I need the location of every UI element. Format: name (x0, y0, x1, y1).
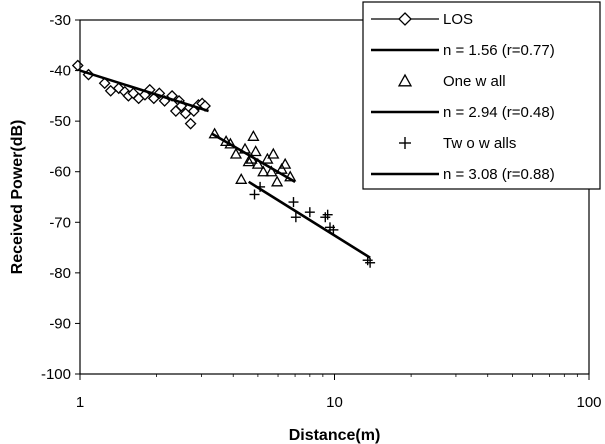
data-point-triangle (242, 155, 255, 167)
legend-entry: n = 1.56 (r=0.77) (371, 42, 555, 59)
legend-label: n = 1.56 (r=0.77) (443, 42, 555, 59)
data-point-diamond (98, 77, 111, 90)
legend-box (362, 1, 601, 190)
x-axis-title: Distance(m) (289, 427, 381, 444)
data-point-plus (249, 189, 260, 200)
legend-marker (398, 12, 412, 26)
fit-line (211, 132, 296, 183)
x-tick-label: 1 (76, 394, 84, 411)
data-point-triangle (267, 147, 280, 159)
fit-line (247, 180, 371, 259)
legend-entry: n = 2.94 (r=0.48) (371, 104, 555, 121)
data-point-triangle (271, 175, 284, 187)
y-tick-label: -40 (49, 63, 71, 80)
x-tick-label: 10 (326, 394, 343, 411)
legend-label: LOS (443, 11, 473, 28)
data-point-triangle (235, 172, 248, 184)
data-point-plus (322, 209, 333, 220)
legend-label: n = 3.08 (r=0.88) (443, 166, 555, 183)
data-point-plus (290, 212, 301, 223)
legend: LOS n = 1.56 (r=0.77) One w all n = 2.94 (r… (362, 1, 601, 190)
legend-entry: n = 3.08 (r=0.88) (371, 166, 555, 183)
legend-label: Tw o w alls (443, 135, 516, 152)
y-tick-label: -30 (49, 12, 71, 29)
data-point-plus (320, 212, 331, 223)
y-tick-label: -90 (49, 315, 71, 332)
y-axis-title: Received Power(dB) (9, 120, 26, 275)
data-point-triangle (279, 157, 292, 169)
y-tick-label: -60 (49, 164, 71, 181)
data-point-triangle (251, 157, 264, 169)
data-point-triangle (229, 147, 243, 159)
data-point-plus (304, 207, 315, 218)
data-point-triangle (208, 127, 221, 139)
data-point-triangle (265, 165, 278, 177)
x-tick-label: 100 (576, 394, 601, 411)
data-point-plus (288, 197, 299, 208)
data-point-plus (365, 257, 376, 268)
plot-area (71, 59, 376, 268)
y-tick-label: -100 (41, 366, 71, 383)
y-tick-label: -50 (49, 113, 71, 130)
legend-marker (397, 73, 413, 87)
data-point-diamond (184, 117, 197, 130)
data-point-triangle (249, 145, 262, 157)
data-point-diamond (71, 59, 84, 72)
legend-label: One w all (443, 73, 506, 90)
legend-label: n = 2.94 (r=0.48) (443, 104, 555, 121)
legend-entry: LOS (371, 11, 473, 28)
axes: -30 -40 -50 -60 -70 -80 -90 -100 1 10 100 Distance(… (9, 12, 602, 444)
y-tick-label: -70 (49, 214, 71, 231)
legend-entry: One w all (397, 73, 506, 90)
y-tick-label: -80 (49, 265, 71, 282)
fit-line (79, 69, 209, 113)
data-point-triangle (257, 165, 270, 177)
data-point-triangle (247, 129, 260, 141)
legend-marker (399, 137, 411, 149)
legend-entry: Tw o w alls (399, 135, 516, 152)
data-point-plus (328, 224, 339, 235)
